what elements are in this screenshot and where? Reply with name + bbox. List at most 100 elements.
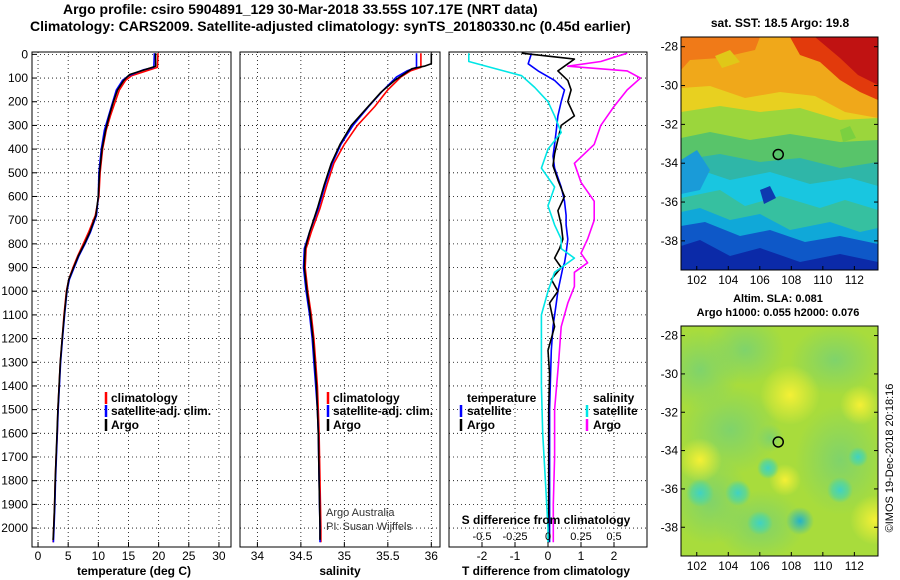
s-tick-label: 0.5	[606, 531, 621, 543]
series-line-argo	[52, 53, 157, 540]
sla-x-ticks: 102 104 106 108 110 112	[687, 552, 864, 573]
salinity-lines	[302, 53, 433, 543]
map-y-tick-label: -30	[661, 367, 679, 381]
map-y-tick-label: -28	[661, 40, 679, 54]
y-tick-label: 600	[8, 189, 28, 203]
map-x-tick-label: 112	[845, 273, 864, 287]
legend-title-temperature: temperature	[467, 391, 537, 405]
sla-map-frame	[680, 325, 879, 557]
series-line-climatology	[304, 53, 422, 543]
map-y-tick-label: -34	[661, 444, 679, 458]
map-y-tick-label: -34	[661, 156, 679, 170]
sst-heatmap-image	[681, 37, 878, 270]
difference-panel: -2 -1 0 1 2 -0.5 -0.25 0 0.25 0.5 S difference f…	[448, 51, 648, 578]
y-tick-label: 1900	[1, 497, 28, 511]
argo-australia-credit: Argo Australia	[326, 507, 395, 519]
y-tick-label: 1800	[1, 474, 28, 488]
map-x-tick-label: 104	[718, 559, 738, 573]
argo-float-marker	[772, 436, 784, 448]
x-tick-label: -2	[477, 549, 488, 563]
x-tick-label: 0	[545, 549, 552, 563]
series-line-t-argo	[521, 52, 576, 543]
map-x-tick-label: 106	[750, 559, 770, 573]
y-tick-label: 1200	[1, 332, 28, 346]
sla-map: Altim. SLA: 0.081 Argo h1000: 0.055 h200…	[661, 293, 879, 573]
y-tick-label: 1000	[1, 284, 28, 298]
map-y-tick-label: -32	[661, 117, 679, 131]
x-tick-label: 35.5	[376, 549, 400, 563]
map-y-tick-label: -38	[661, 520, 679, 534]
series-line-s-satellite	[467, 53, 576, 543]
y-tick-label: 900	[8, 261, 28, 275]
salinity-axes-frame	[239, 51, 441, 548]
y-tick-label: 1700	[1, 450, 28, 464]
y-tick-label: 700	[8, 213, 28, 227]
x-tick-label: 10	[92, 549, 106, 563]
salinity-x-label: salinity	[319, 564, 361, 578]
x-tick-label: 0	[35, 549, 42, 563]
salinity-difference-ticks: -0.5 -0.25 0 0.25 0.5	[473, 531, 622, 547]
s-tick-label: 0.25	[570, 531, 591, 543]
y-tick-label: 800	[8, 237, 28, 251]
sla-map-subtitle: Argo h1000: 0.055 h2000: 0.076	[697, 307, 860, 319]
s-tick-label: -0.5	[473, 531, 492, 543]
legend-label-s-satellite: satellite	[593, 404, 638, 418]
map-x-tick-label: 110	[813, 273, 832, 287]
legend-label-climatology: climatology	[111, 391, 178, 405]
y-tick-label: 400	[8, 142, 28, 156]
y-tick-label: 300	[8, 118, 28, 132]
x-tick-label: 34	[251, 549, 265, 563]
map-x-tick-label: 102	[687, 559, 707, 573]
legend-label-argo: Argo	[111, 418, 139, 432]
s-tick-label: 0	[545, 531, 551, 543]
x-tick-label: -1	[510, 549, 521, 563]
map-y-tick-label: -28	[661, 329, 679, 343]
x-tick-label: 30	[212, 549, 226, 563]
y-tick-label: 500	[8, 166, 28, 180]
y-tick-label: 200	[8, 95, 28, 109]
x-tick-label: 35	[338, 549, 352, 563]
legend-label-t-argo: Argo	[467, 418, 495, 432]
legend-label-climatology: climatology	[333, 391, 400, 405]
map-y-tick-label: -36	[661, 195, 679, 209]
y-tick-label: 1600	[1, 426, 28, 440]
salinity-panel: 34 34.5 35 35.5 36 salinity climatology sate…	[239, 51, 441, 578]
difference-lines	[467, 52, 642, 543]
x-tick-label: 2	[611, 549, 618, 563]
salinity-grid	[240, 52, 440, 547]
salinity-x-ticks: 34 34.5 35 35.5 36	[251, 542, 438, 563]
sla-map-title: Altim. SLA: 0.081	[733, 293, 823, 305]
map-y-tick-label: -38	[661, 234, 679, 248]
x-tick-label: 20	[152, 549, 166, 563]
sst-map: sat. SST: 18.5 Argo: 19.8 102 104 106 108 11…	[661, 16, 879, 287]
sst-x-ticks: 102 104 106 108 110 112	[687, 266, 864, 287]
legend-label-t-satellite: satellite	[467, 404, 512, 418]
map-x-tick-label: 104	[718, 273, 738, 287]
sla-y-ticks: -28 -30 -32 -34 -36 -38	[661, 329, 878, 534]
y-tick-label: 1100	[2, 308, 28, 322]
y-tick-label: 100	[8, 71, 28, 85]
y-tick-label: 1300	[1, 355, 28, 369]
legend-label-satellite: satellite-adj. clim.	[333, 404, 433, 418]
map-y-tick-label: -36	[661, 482, 679, 496]
map-x-tick-label: 112	[845, 559, 864, 573]
plot-title-line-1: Argo profile: csiro 5904891_129 30-Mar-2…	[63, 1, 538, 17]
salinity-legend: climatology satellite-adj. clim. Argo	[326, 391, 433, 432]
temperature-y-ticks: 0100200300400500600700800900010001100120…	[1, 47, 37, 535]
series-line-s-argo	[552, 52, 642, 543]
difference-legend: temperature satellite Argo salinity sate…	[459, 391, 638, 432]
sst-map-title: sat. SST: 18.5 Argo: 19.8	[711, 16, 850, 30]
s-tick-label: -0.25	[502, 531, 527, 543]
temperature-axes-frame	[31, 51, 232, 548]
legend-label-s-argo: Argo	[593, 418, 621, 432]
y-tick-label: 2000	[1, 521, 28, 535]
map-y-tick-label: -32	[661, 405, 679, 419]
pi-credit: PI: Susan Wijffels	[326, 521, 412, 533]
map-y-tick-label: -30	[661, 79, 679, 93]
sla-heatmap-image	[681, 326, 878, 556]
plot-title-line-2: Climatology: CARS2009. Satellite-adjuste…	[30, 18, 631, 34]
temperature-x-ticks: 0 5 10 15 20 25 30	[35, 542, 226, 563]
temperature-x-label: temperature (deg C)	[77, 564, 191, 578]
series-line-argo	[303, 53, 433, 540]
